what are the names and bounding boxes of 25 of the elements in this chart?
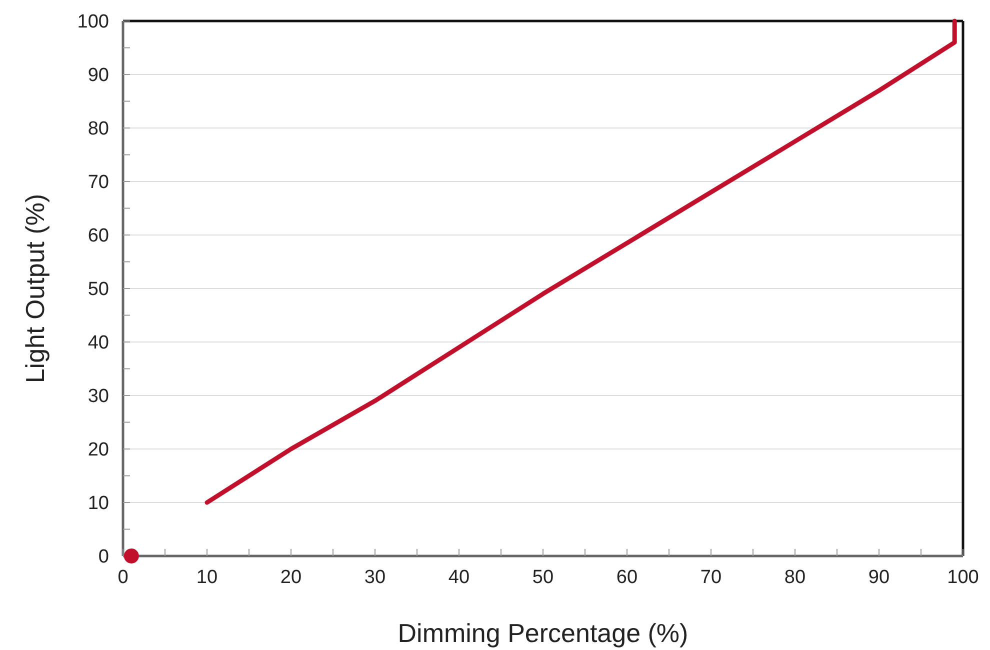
y-tick-label: 40 — [88, 332, 109, 354]
x-tick-label: 70 — [700, 567, 722, 588]
y-tick-label: 90 — [88, 65, 109, 86]
x-tick-label: 60 — [616, 567, 638, 588]
x-tick-label: 40 — [448, 567, 470, 588]
y-tick-label: 60 — [88, 226, 109, 247]
y-tick-label: 0 — [98, 546, 109, 568]
x-tick-label: 0 — [118, 567, 128, 588]
y-tick-label: 10 — [88, 493, 109, 514]
line-series — [204, 18, 957, 505]
x-tick-label: 10 — [196, 567, 218, 588]
y-tick-label: 30 — [88, 386, 109, 408]
y-tick-label: 70 — [88, 172, 109, 194]
y-tick-label: 80 — [88, 118, 109, 140]
x-tick-label: 90 — [868, 567, 890, 588]
x-tick-label: 100 — [947, 567, 979, 588]
x-axis-title: Dimming Percentage (%) — [398, 618, 688, 648]
x-tick-label: 30 — [364, 567, 386, 588]
x-tick-label: 80 — [784, 567, 806, 588]
y-axis-title: Light Output (%) — [20, 194, 50, 384]
x-tick-label: 20 — [280, 567, 302, 588]
x-tick-label: 50 — [532, 567, 554, 588]
y-tick-label: 50 — [88, 279, 109, 300]
y-tick-label: 100 — [77, 12, 109, 33]
y-tick-label: 20 — [88, 440, 109, 461]
